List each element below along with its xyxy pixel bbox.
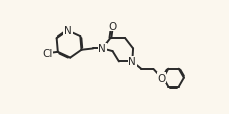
Text: N: N [128, 57, 136, 67]
Text: Cl: Cl [42, 49, 52, 59]
Text: O: O [157, 73, 165, 83]
Text: O: O [107, 21, 116, 31]
Text: N: N [98, 44, 106, 54]
Text: N: N [64, 26, 71, 36]
